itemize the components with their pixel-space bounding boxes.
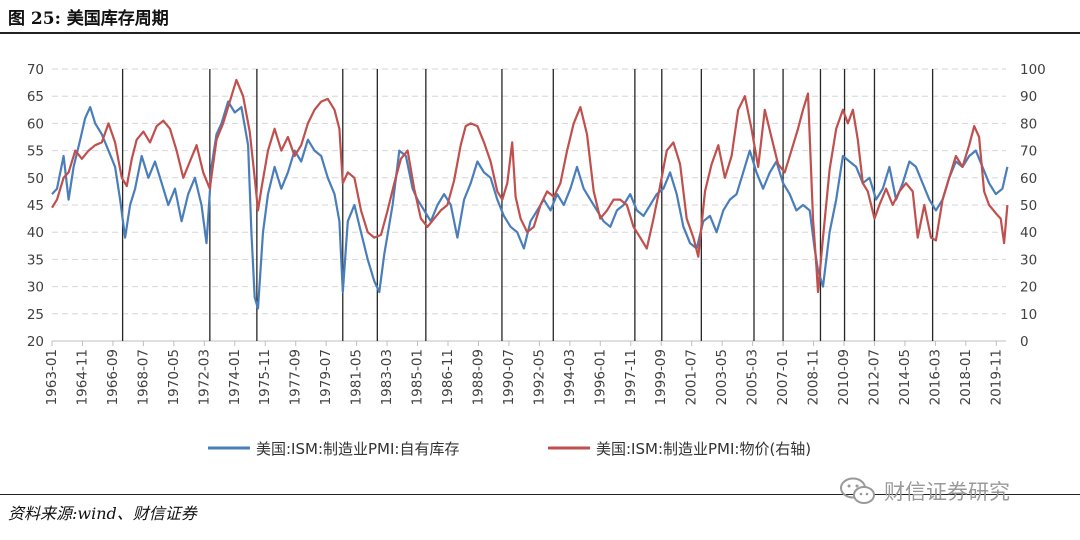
left-tick-label: 65 — [27, 89, 44, 105]
x-tick-label: 2003-05 — [714, 349, 730, 405]
left-tick-label: 60 — [27, 116, 44, 132]
x-tick-label: 1983-03 — [379, 349, 395, 405]
right-axis-ticks: 0 10 20 30 40 50 60 70 80 90 100 — [1020, 62, 1046, 350]
x-tick-label: 1997-11 — [623, 349, 639, 405]
left-tick-label: 30 — [27, 280, 44, 296]
x-tick-label: 1990-07 — [501, 349, 517, 405]
right-tick-label: 40 — [1020, 225, 1037, 241]
right-tick-label: 100 — [1020, 62, 1046, 78]
top-rule — [0, 32, 1080, 34]
bottom-rule — [0, 494, 1080, 495]
right-tick-label: 20 — [1020, 280, 1037, 296]
x-tick-label: 1972-03 — [196, 349, 212, 405]
x-tick-label: 1977-09 — [288, 349, 304, 405]
x-tick-label: 1979-07 — [318, 349, 334, 405]
left-tick-label: 40 — [27, 225, 44, 241]
left-axis-ticks: 20 25 30 35 40 45 50 55 60 65 70 — [27, 62, 44, 350]
legend-label-prices: 美国:ISM:制造业PMI:物价(右轴) — [596, 440, 811, 456]
right-tick-label: 50 — [1020, 198, 1037, 214]
x-tick-label: 1963-01 — [44, 349, 60, 405]
right-tick-label: 80 — [1020, 116, 1037, 132]
left-tick-label: 50 — [27, 171, 44, 187]
x-tick-label: 2019-11 — [988, 349, 1004, 405]
x-tick-label: 1992-05 — [531, 349, 547, 405]
x-tick-label: 1966-09 — [105, 349, 121, 405]
legend-label-inventory: 美国:ISM:制造业PMI:自有库存 — [256, 440, 459, 456]
x-tick-label: 1968-07 — [135, 349, 151, 405]
inventory-series-line — [51, 100, 1009, 310]
source-note: 资料来源:wind、财信证券 — [8, 504, 197, 523]
watermark-text: 财信证券研究 — [884, 480, 1010, 504]
x-tick-label: 2014-05 — [897, 349, 913, 405]
x-tick-label: 2010-09 — [836, 349, 852, 405]
figure-title: 图 25: 美国库存周期 — [8, 9, 169, 29]
right-tick-label: 60 — [1020, 171, 1037, 187]
x-tick-label: 2016-03 — [927, 349, 943, 405]
wechat-icon — [840, 477, 875, 504]
left-tick-label: 35 — [27, 252, 44, 268]
x-tick-label: 1986-11 — [440, 349, 456, 405]
right-tick-label: 30 — [1020, 252, 1037, 268]
prices-series-line — [51, 78, 1009, 294]
x-tick-label: 1985-01 — [410, 349, 426, 405]
x-tick-label: 2005-03 — [745, 349, 761, 405]
x-tick-label: 1994-03 — [562, 349, 578, 405]
x-tick-label: 1964-11 — [74, 349, 90, 405]
left-tick-label: 55 — [27, 144, 44, 160]
gridlines — [52, 68, 1006, 342]
right-tick-label: 90 — [1020, 89, 1037, 105]
x-tick-label: 1970-05 — [166, 349, 182, 405]
x-tick-label: 1988-09 — [470, 349, 486, 405]
legend: 美国:ISM:制造业PMI:自有库存 美国:ISM:制造业PMI:物价(右轴) — [208, 440, 811, 456]
chart: 20 25 30 35 40 45 50 55 60 65 70 0 10 20 30 40 50 60 70 80… — [27, 62, 1046, 456]
left-tick-label: 45 — [27, 198, 44, 214]
x-tick-label: 1996-01 — [592, 349, 608, 405]
x-tick-label: 1999-09 — [653, 349, 669, 405]
left-tick-label: 20 — [27, 334, 44, 350]
right-tick-label: 10 — [1020, 307, 1037, 323]
x-axis-ticks: 1963-01 1964-11 1966-09 1968-07 1970-05 1972-… — [44, 341, 1004, 405]
x-tick-label: 1981-05 — [349, 349, 365, 405]
watermark: 财信证券研究 — [838, 476, 1010, 506]
left-tick-label: 70 — [27, 62, 44, 78]
x-tick-label: 1975-11 — [257, 349, 273, 405]
x-tick-label: 2007-01 — [775, 349, 791, 405]
x-tick-label: 2001-07 — [684, 349, 700, 405]
right-tick-label: 0 — [1020, 334, 1029, 350]
right-tick-label: 70 — [1020, 144, 1037, 160]
left-tick-label: 25 — [27, 307, 44, 323]
series-lines — [51, 78, 1009, 310]
x-tick-label: 1974-01 — [227, 349, 243, 405]
x-tick-label: 2008-11 — [806, 349, 822, 405]
x-tick-label: 2012-07 — [866, 349, 882, 405]
x-tick-label: 2018-01 — [958, 349, 974, 405]
